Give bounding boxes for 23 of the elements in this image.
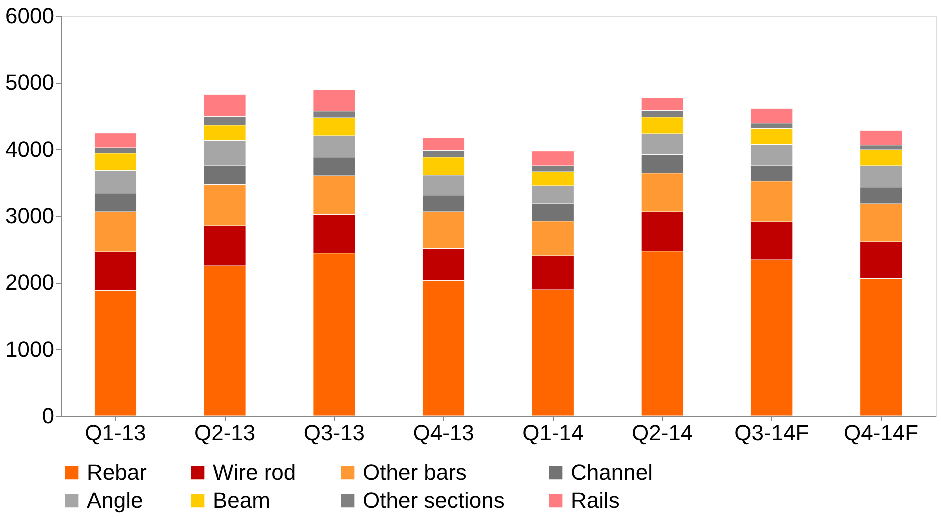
legend-label: Channel — [571, 460, 653, 485]
y-tick-label: 4000 — [6, 136, 54, 162]
legend-label: Beam — [213, 488, 270, 513]
y-tick-label: 0 — [42, 404, 54, 428]
y-tick-label: 5000 — [6, 70, 54, 96]
x-tick-label: Q1-13 — [85, 420, 146, 446]
legend-label: Rails — [571, 488, 620, 513]
x-tick-label: Q2-13 — [194, 420, 256, 446]
y-tick-label: 2000 — [6, 270, 54, 296]
legend-label: Other bars — [363, 460, 467, 485]
x-tick-label: Q4-13 — [413, 420, 474, 446]
y-tick-label: 3000 — [6, 204, 54, 228]
x-tick-label: Q3-14F — [734, 420, 810, 446]
y-tick-label: 1000 — [6, 336, 54, 362]
x-tick-label: Q3-13 — [304, 420, 366, 446]
x-tick-label: Q4-14F — [844, 420, 919, 446]
legend-label: Other sections — [363, 488, 505, 513]
legend-label: Wire rod — [213, 460, 296, 485]
legend-label: Rebar — [87, 460, 147, 485]
x-tick-label: Q2-14 — [632, 420, 694, 446]
y-tick-label: 6000 — [6, 4, 54, 28]
legend-label: Angle — [87, 488, 144, 513]
x-tick-label: Q1-14 — [522, 420, 584, 446]
